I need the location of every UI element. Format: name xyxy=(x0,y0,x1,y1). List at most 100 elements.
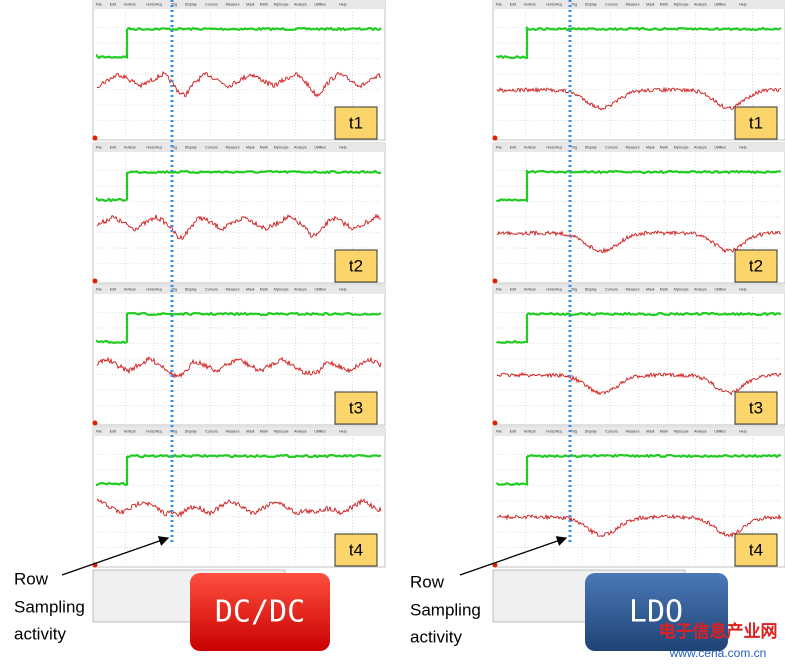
menu-item: Utilities xyxy=(314,145,326,149)
menu-item: Edit xyxy=(110,287,116,291)
menu-item: Cursors xyxy=(205,2,218,6)
menu-bar xyxy=(93,0,385,9)
time-label-box xyxy=(734,533,778,567)
menu-item: Help xyxy=(739,287,746,291)
menu-item: Horiz/Acq xyxy=(146,429,162,433)
menu-item: Help xyxy=(739,429,746,433)
menu-item: Analyze xyxy=(294,429,307,433)
menu-item: MyScope xyxy=(274,287,289,291)
menu-item: Math xyxy=(260,287,268,291)
menu-item: Analyze xyxy=(294,287,307,291)
annotation: Row xyxy=(410,572,445,591)
menu-item: Trig xyxy=(571,287,577,291)
menu-item: MyScope xyxy=(674,145,689,149)
menu-item: Horiz/Acq xyxy=(546,287,562,291)
menu-item: Help xyxy=(739,2,746,6)
label-box xyxy=(585,573,728,651)
menu-item: File xyxy=(96,2,102,6)
menu-item: Mask xyxy=(646,2,655,6)
menu-item: Display xyxy=(585,2,597,6)
menu-item: Horiz/Acq xyxy=(146,145,162,149)
channel-marker xyxy=(492,278,498,284)
menu-item: Utilities xyxy=(314,2,326,6)
menu-item: Edit xyxy=(110,145,116,149)
menu-item: Display xyxy=(185,145,197,149)
watermark: 电子信息产业网 xyxy=(659,621,778,642)
menu-item: Math xyxy=(260,429,268,433)
time-label: t4 xyxy=(749,540,763,559)
trace-green xyxy=(495,453,782,487)
trace-red xyxy=(496,86,782,111)
trace-red xyxy=(496,371,782,396)
menu-item: Utilities xyxy=(314,287,326,291)
menu-item: Analyze xyxy=(294,2,307,6)
menu-item: Measure xyxy=(226,287,240,291)
trace-red xyxy=(96,71,382,98)
menu-item: Vertical xyxy=(524,2,536,6)
menu-item: Math xyxy=(260,145,268,149)
menu-item: Help xyxy=(739,145,746,149)
menu-item: Cursors xyxy=(205,145,218,149)
time-label-box xyxy=(734,249,778,283)
menu-item: Horiz/Acq xyxy=(546,429,562,433)
time-label-box xyxy=(334,249,378,283)
trace-green xyxy=(495,25,782,60)
annotation: activity xyxy=(410,627,462,646)
menu-item: MyScope xyxy=(674,429,689,433)
menu-item: Utilities xyxy=(714,429,726,433)
menu-item: Help xyxy=(339,2,346,6)
menu-item: MyScope xyxy=(274,429,289,433)
menu-item: Edit xyxy=(110,2,116,6)
menu-item: Horiz/Acq xyxy=(546,2,562,6)
trace-red xyxy=(496,229,782,254)
menu-item: Utilities xyxy=(714,287,726,291)
menu-item: Trig xyxy=(171,2,177,6)
menu-item: Utilities xyxy=(714,2,726,6)
menu-item: Mask xyxy=(246,287,255,291)
menu-item: MyScope xyxy=(674,287,689,291)
menu-item: Math xyxy=(660,287,668,291)
menu-item: Mask xyxy=(646,145,655,149)
menu-item: Cursors xyxy=(605,145,618,149)
trace-green xyxy=(95,26,382,60)
menu-item: Math xyxy=(660,429,668,433)
trace-green xyxy=(495,169,782,203)
channel-marker xyxy=(92,278,98,284)
arrow xyxy=(459,536,568,576)
annotation: Sampling xyxy=(410,600,481,619)
menu-item: Horiz/Acq xyxy=(146,2,162,6)
menu-item: Cursors xyxy=(605,429,618,433)
time-label: t2 xyxy=(749,256,763,275)
menu-item: Edit xyxy=(510,145,516,149)
menu-item: Measure xyxy=(626,429,640,433)
label: LDO xyxy=(629,595,683,630)
menu-item: Horiz/Acq xyxy=(546,145,562,149)
menu-item: Mask xyxy=(646,287,655,291)
menu-item: Measure xyxy=(626,2,640,6)
menu-bar xyxy=(493,143,785,152)
menu-bar xyxy=(493,285,785,294)
time-label-box xyxy=(734,391,778,425)
channel-marker xyxy=(92,135,98,141)
time-label-box xyxy=(334,391,378,425)
time-label: t1 xyxy=(349,113,363,132)
menu-item: Mask xyxy=(246,2,255,6)
menu-item: Mask xyxy=(646,429,655,433)
menu-item: Measure xyxy=(626,145,640,149)
annotation: activity xyxy=(14,624,66,643)
menu-item: File xyxy=(96,287,102,291)
trace-green xyxy=(95,311,382,345)
menu-item: Help xyxy=(339,145,346,149)
menu-item: File xyxy=(96,145,102,149)
menu-item: Utilities xyxy=(714,145,726,149)
arrow xyxy=(61,536,170,576)
menu-bar xyxy=(493,0,785,9)
channel-marker xyxy=(492,420,498,426)
menu-item: Analyze xyxy=(694,287,707,291)
time-label-box xyxy=(334,106,378,140)
menu-item: MyScope xyxy=(674,2,689,6)
trace-green xyxy=(95,169,382,203)
menu-item: Utilities xyxy=(314,429,326,433)
menu-item: Cursors xyxy=(205,287,218,291)
label-box xyxy=(190,573,330,651)
